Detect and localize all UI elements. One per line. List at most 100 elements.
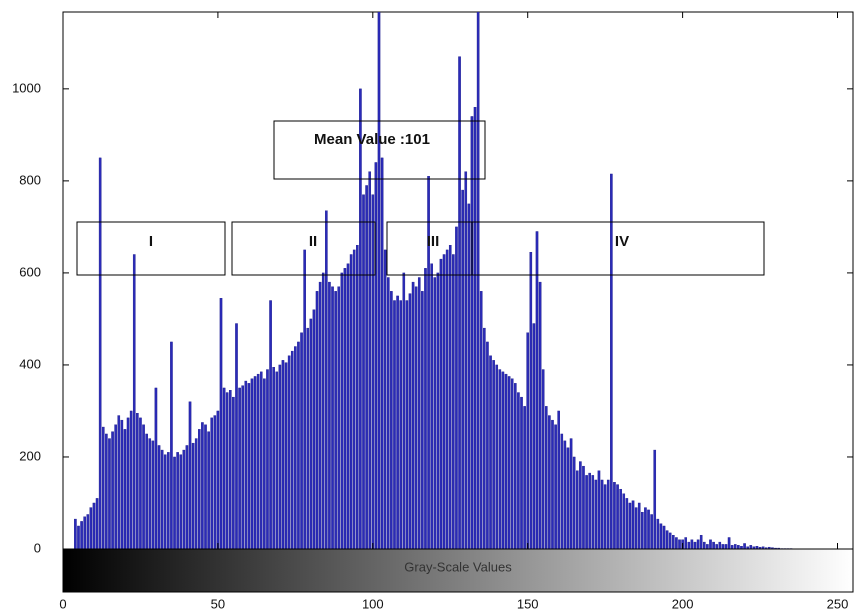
bar — [136, 413, 139, 549]
bar — [368, 171, 372, 549]
bar — [634, 507, 638, 549]
bar — [594, 479, 598, 549]
gray-scale-bar — [62, 548, 854, 593]
bar — [132, 254, 136, 549]
x-tick-label: 100 — [362, 596, 384, 611]
bar — [86, 514, 90, 549]
bar — [433, 277, 437, 549]
bar — [321, 272, 325, 549]
bar — [145, 433, 148, 549]
bar — [352, 249, 356, 549]
x-tick-label: 50 — [211, 596, 225, 611]
bar — [458, 56, 461, 549]
bar — [467, 203, 471, 549]
bar — [712, 541, 715, 549]
bar — [89, 507, 93, 549]
bar — [622, 493, 626, 549]
bar — [603, 484, 607, 549]
bar — [151, 440, 155, 549]
bar — [198, 429, 201, 549]
bar — [77, 525, 80, 549]
bar — [548, 415, 551, 549]
bar — [535, 231, 539, 549]
bar — [126, 417, 130, 549]
bar — [356, 245, 359, 549]
bar — [619, 488, 622, 549]
bar — [579, 461, 582, 549]
bar — [696, 539, 700, 549]
bar — [653, 449, 657, 549]
bars — [74, 12, 793, 549]
bar — [597, 470, 601, 549]
bar — [610, 173, 613, 549]
bar — [154, 387, 158, 549]
bar — [303, 249, 306, 549]
annotation-text: IV — [615, 233, 629, 250]
bar — [501, 371, 505, 549]
bar — [551, 419, 554, 549]
bar — [582, 465, 585, 549]
bar — [173, 456, 176, 549]
bar — [575, 470, 579, 549]
y-tick-label: 200 — [19, 448, 41, 463]
bar — [544, 406, 548, 549]
bar — [489, 355, 492, 549]
bar — [238, 387, 241, 549]
bar — [123, 429, 127, 549]
bar — [560, 433, 564, 549]
bar — [554, 424, 557, 549]
bar — [278, 364, 282, 549]
bar — [743, 543, 746, 549]
bar — [219, 298, 223, 549]
y-tick-label: 0 — [34, 540, 41, 555]
bar — [266, 369, 269, 549]
bar — [201, 422, 204, 549]
bar — [393, 300, 396, 549]
bar — [492, 360, 495, 549]
bar — [207, 431, 210, 549]
bar — [702, 541, 706, 549]
bar — [687, 541, 691, 549]
bar — [672, 534, 675, 549]
bar — [408, 293, 412, 549]
bar — [380, 157, 384, 549]
bar — [204, 424, 207, 549]
bar — [396, 295, 399, 549]
x-tick-label: 0 — [59, 596, 66, 611]
bar — [616, 484, 619, 549]
bar — [362, 194, 365, 549]
bar — [98, 157, 102, 549]
bar — [498, 369, 502, 549]
bar — [259, 371, 263, 549]
bar — [641, 511, 644, 549]
bar — [275, 371, 279, 549]
bar — [464, 171, 468, 549]
bar — [241, 385, 244, 549]
bar — [572, 456, 576, 549]
bar — [294, 346, 297, 549]
annotation-text: Mean Value :101 — [314, 131, 430, 148]
bar — [83, 516, 86, 549]
bar — [445, 249, 449, 549]
bar — [625, 498, 629, 549]
bar — [442, 254, 446, 549]
bar — [724, 544, 728, 549]
bar — [337, 286, 341, 549]
bar — [101, 426, 105, 549]
bar — [417, 277, 421, 549]
bar — [504, 373, 508, 549]
bar — [95, 498, 99, 549]
bar — [563, 440, 567, 549]
bar — [532, 323, 536, 549]
y-tick-label: 400 — [19, 356, 41, 371]
bar — [737, 545, 740, 549]
x-tick-label: 150 — [517, 596, 539, 611]
bar — [287, 355, 291, 549]
bar — [315, 291, 319, 549]
bar — [479, 291, 483, 549]
bar — [349, 254, 353, 549]
bar — [359, 88, 362, 549]
bar — [148, 438, 152, 549]
bar — [600, 479, 604, 549]
bar — [250, 378, 254, 549]
